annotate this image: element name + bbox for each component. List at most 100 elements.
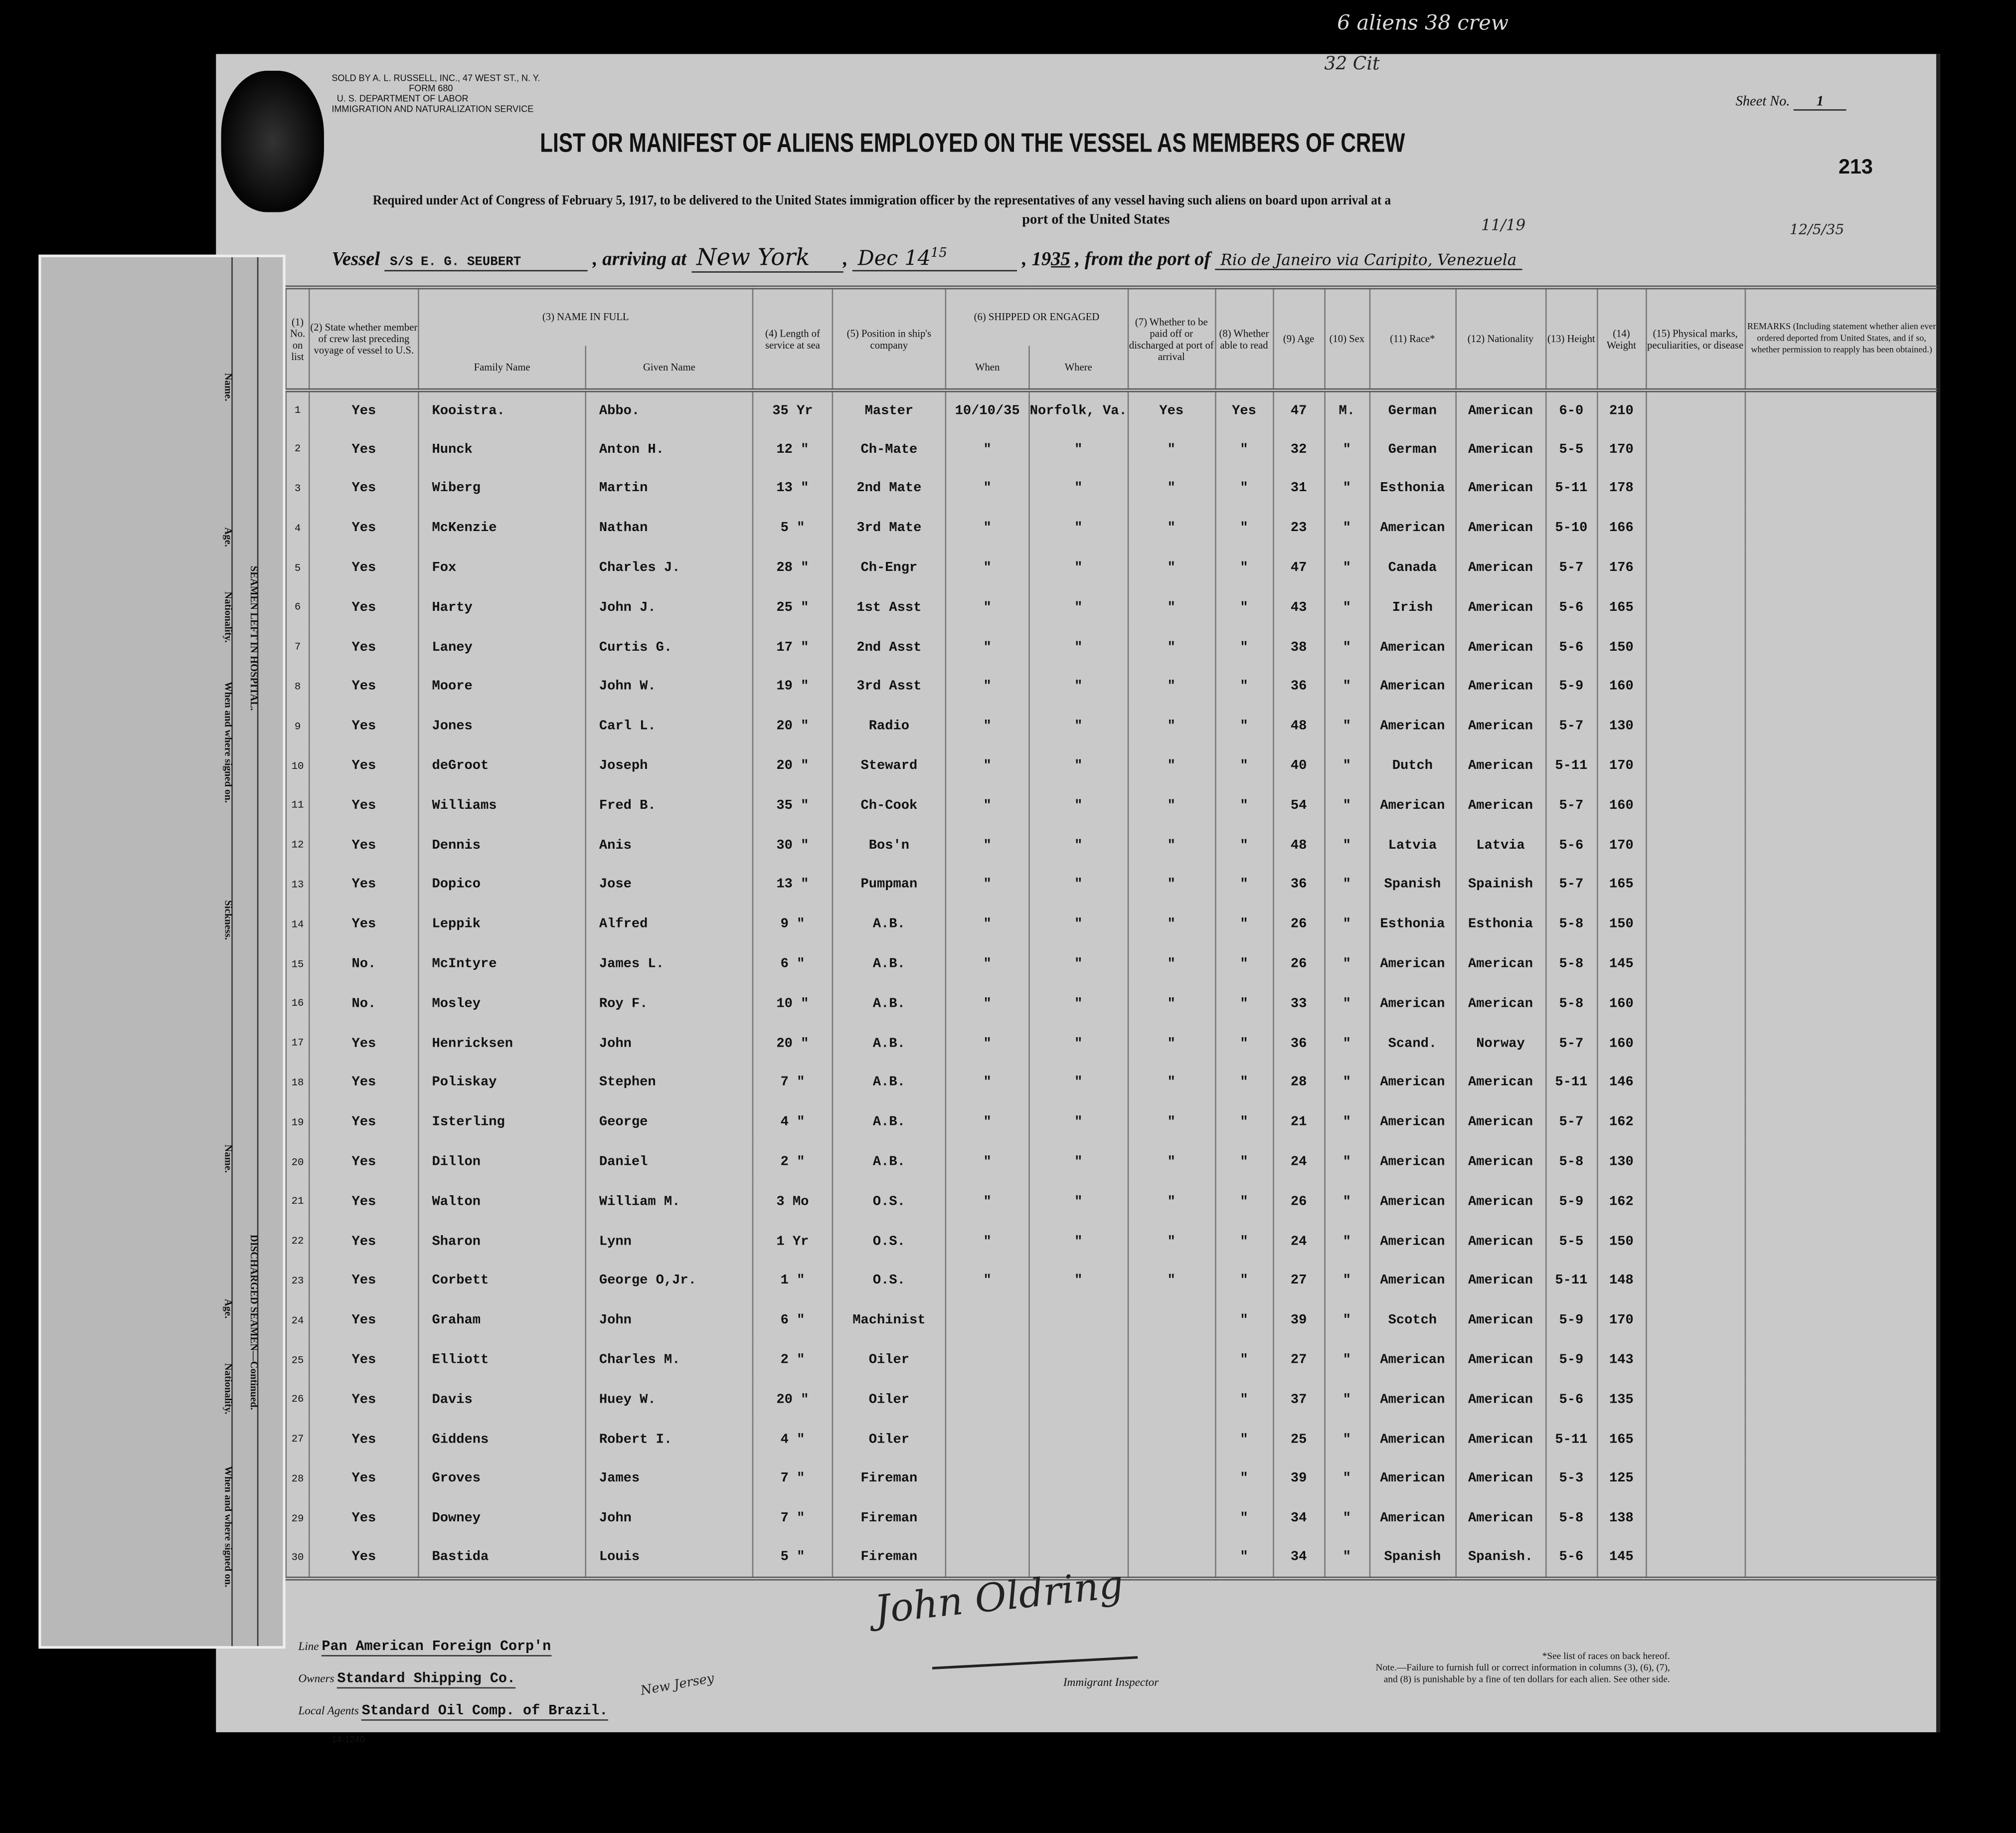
- remarks: [1744, 628, 1938, 668]
- paid-off: ": [1127, 826, 1215, 866]
- paid-off: ": [1127, 746, 1215, 786]
- height: 5-11: [1544, 1063, 1597, 1103]
- position: 1st Asst: [832, 588, 946, 628]
- previous-voyage: Yes: [308, 1460, 419, 1499]
- length-of-service: 5 ": [752, 509, 833, 549]
- shipped-when: [945, 1380, 1029, 1420]
- length-of-service: 13 ": [752, 865, 833, 906]
- height: 5-7: [1544, 1103, 1597, 1143]
- race: American: [1368, 1340, 1456, 1381]
- table-row: 14 Yes Leppik Alfred 9 " A.B. " " " " 26 " Esthonia E…: [285, 905, 1938, 945]
- subtitle-2: port of the United States: [1022, 212, 1170, 228]
- physical-marks: [1645, 786, 1745, 826]
- position: Ch-Cook: [832, 786, 946, 826]
- col-age: Age.: [222, 527, 234, 547]
- owners-label: Owners: [298, 1671, 335, 1685]
- sex: ": [1324, 905, 1369, 945]
- paid-off: ": [1127, 1103, 1215, 1143]
- table-row: 1 Yes Kooistra. Abbo. 35 Yr Master 10/10/35 Nor…: [285, 390, 1938, 430]
- row-number: 15: [285, 944, 310, 985]
- shipped-when: 10/10/35: [945, 390, 1029, 430]
- physical-marks: [1645, 1420, 1745, 1460]
- age: 47: [1272, 549, 1325, 588]
- family-name: McIntyre: [418, 944, 586, 985]
- nationality: American: [1455, 786, 1546, 826]
- voyage-line: Vessel S/S E. G. SEUBERT , arriving at N…: [332, 244, 1522, 273]
- given-name: John: [585, 1301, 753, 1341]
- physical-marks: [1645, 390, 1745, 430]
- row-number: 22: [285, 1222, 310, 1262]
- able-to-read: ": [1214, 1262, 1273, 1301]
- able-to-read: ": [1214, 628, 1273, 668]
- remarks: [1744, 1182, 1938, 1222]
- side-slip: SEAMEN LEFT IN HOSPITAL. DISCHARGED SEAM…: [38, 254, 286, 1649]
- previous-voyage: Yes: [308, 1380, 419, 1420]
- age: 23: [1272, 509, 1325, 549]
- arriving-label: , arriving at: [592, 249, 687, 270]
- col-signed: When and where signed on.: [222, 681, 234, 803]
- owners-field: Owners Standard Shipping Co.: [298, 1671, 515, 1689]
- header-height: (13) Height: [1544, 287, 1597, 390]
- year-value: 35: [1051, 249, 1070, 270]
- weight: 210: [1596, 390, 1646, 430]
- header-where: Where: [1028, 345, 1128, 390]
- family-name: Elliott: [418, 1340, 586, 1381]
- height: 5-5: [1544, 430, 1597, 470]
- shipped-where: ": [1028, 469, 1128, 510]
- race: American: [1368, 667, 1456, 708]
- family-name: Davis: [418, 1380, 586, 1420]
- header-physical-marks: (15) Physical marks, peculiarities, or d…: [1645, 287, 1745, 390]
- able-to-read: ": [1214, 1460, 1273, 1499]
- weight: 150: [1596, 905, 1646, 945]
- table-row: 23 Yes Corbett George O,Jr. 1 " O.S. " " " " 27 " Am…: [285, 1262, 1938, 1301]
- shipped-when: ": [945, 549, 1029, 588]
- section-discharged: DISCHARGED SEAMEN—Continued.: [248, 1234, 260, 1410]
- position: Master: [832, 390, 946, 430]
- shipped-where: [1028, 1420, 1128, 1460]
- sex: ": [1324, 707, 1369, 747]
- weight: 148: [1596, 1262, 1646, 1301]
- physical-marks: [1645, 1539, 1745, 1579]
- header-when: When: [945, 345, 1029, 390]
- table-row: 11 Yes Williams Fred B. 35 " Ch-Cook " " " " 54 " Am…: [285, 786, 1938, 826]
- height: 5-6: [1544, 826, 1597, 866]
- shipped-when: ": [945, 1024, 1029, 1064]
- nationality: American: [1455, 390, 1546, 430]
- family-name: Giddens: [418, 1420, 586, 1460]
- previous-voyage: Yes: [308, 509, 419, 549]
- physical-marks: [1645, 1103, 1745, 1143]
- nationality: American: [1455, 509, 1546, 549]
- line-value: Pan American Foreign Corp'n: [322, 1640, 551, 1656]
- sex: ": [1324, 1103, 1369, 1143]
- length-of-service: 35 ": [752, 786, 833, 826]
- race: American: [1368, 1063, 1456, 1103]
- length-of-service: 1 Yr: [752, 1222, 833, 1262]
- family-name: Kooistra.: [418, 390, 586, 430]
- weight: 143: [1596, 1340, 1646, 1381]
- previous-voyage: Yes: [308, 707, 419, 747]
- table-row: 25 Yes Elliott Charles M. 2 " Oiler " 27 " Americ…: [285, 1340, 1938, 1381]
- remarks: [1744, 865, 1938, 906]
- race: Spanish: [1368, 1539, 1456, 1579]
- footnote-fine: and (8) is punishable by a fine of ten d…: [1383, 1673, 1670, 1685]
- family-name: Fox: [418, 549, 586, 588]
- given-name: George O,Jr.: [585, 1262, 753, 1301]
- given-name: John: [585, 1499, 753, 1539]
- age: 27: [1272, 1262, 1325, 1301]
- able-to-read: ": [1214, 469, 1273, 510]
- shipped-where: ": [1028, 1142, 1128, 1183]
- given-name: John: [585, 1024, 753, 1064]
- table-row: 10 Yes deGroot Joseph 20 " Steward " " " " 40 " Dutc…: [285, 746, 1938, 786]
- length-of-service: 4 ": [752, 1420, 833, 1460]
- position: Fireman: [832, 1499, 946, 1539]
- length-of-service: 20 ": [752, 1380, 833, 1420]
- nationality: American: [1455, 1262, 1546, 1301]
- shipped-when: ": [945, 430, 1029, 470]
- shipped-where: ": [1028, 628, 1128, 668]
- paid-off: ": [1127, 905, 1215, 945]
- able-to-read: ": [1214, 786, 1273, 826]
- position: Pumpman: [832, 865, 946, 906]
- shipped-when: [945, 1301, 1029, 1341]
- family-name: Dillon: [418, 1142, 586, 1183]
- position: Oiler: [832, 1420, 946, 1460]
